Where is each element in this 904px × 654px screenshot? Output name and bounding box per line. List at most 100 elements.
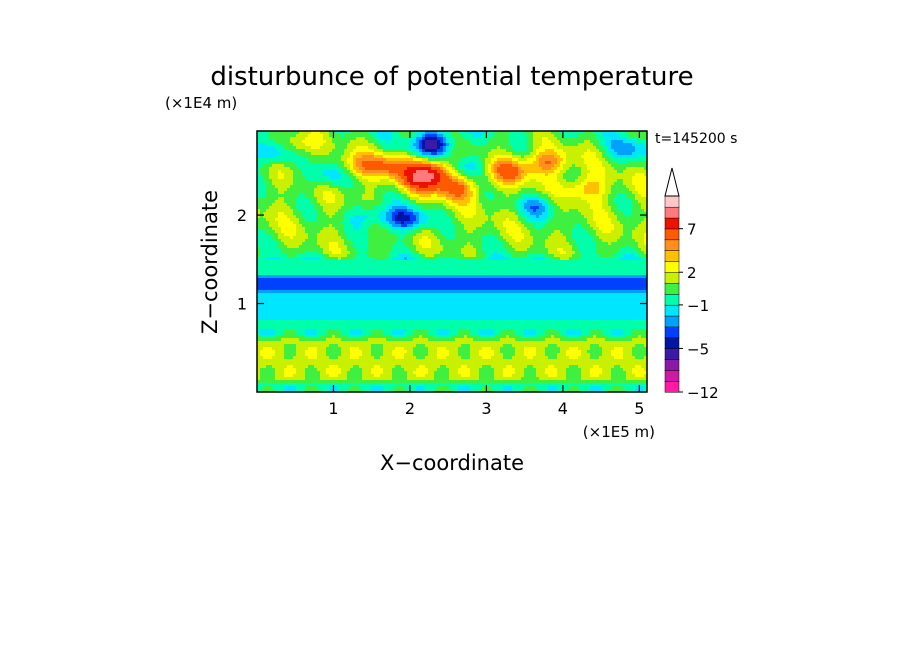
field-cell bbox=[263, 278, 267, 282]
field-cell bbox=[344, 143, 348, 147]
field-cell bbox=[326, 137, 330, 141]
field-cell bbox=[326, 224, 330, 228]
field-cell bbox=[293, 293, 297, 297]
field-cell bbox=[329, 362, 333, 366]
field-cell bbox=[416, 206, 420, 210]
field-cell bbox=[293, 200, 297, 204]
field-cell bbox=[281, 152, 285, 156]
field-cell bbox=[407, 257, 411, 261]
field-cell bbox=[416, 377, 420, 381]
field-cell bbox=[368, 257, 372, 261]
field-cell bbox=[311, 131, 315, 135]
field-cell bbox=[299, 326, 303, 330]
field-cell bbox=[341, 209, 345, 213]
field-cell bbox=[422, 245, 426, 249]
field-cell bbox=[278, 194, 282, 198]
field-cell bbox=[404, 230, 408, 234]
field-cell bbox=[395, 272, 399, 276]
field-cell bbox=[386, 185, 390, 189]
field-cell bbox=[392, 338, 396, 342]
field-cell bbox=[353, 332, 357, 336]
field-cell bbox=[356, 215, 360, 219]
field-cell bbox=[257, 350, 261, 354]
field-cell bbox=[302, 134, 306, 138]
field-cell bbox=[410, 149, 414, 153]
field-cell bbox=[314, 155, 318, 159]
field-cell bbox=[266, 251, 270, 255]
field-cell bbox=[422, 233, 426, 237]
field-cell bbox=[368, 203, 372, 207]
field-cell bbox=[329, 140, 333, 144]
field-cell bbox=[392, 386, 396, 390]
field-cell bbox=[299, 221, 303, 225]
field-cell bbox=[305, 245, 309, 249]
field-cell bbox=[404, 356, 408, 360]
field-cell bbox=[410, 272, 414, 276]
field-cell bbox=[371, 347, 375, 351]
field-cell bbox=[311, 374, 315, 378]
field-cell bbox=[287, 278, 291, 282]
field-cell bbox=[257, 182, 261, 186]
field-cell bbox=[404, 152, 408, 156]
field-cell bbox=[353, 137, 357, 141]
field-cell bbox=[314, 317, 318, 321]
field-cell bbox=[260, 206, 264, 210]
field-cell bbox=[320, 158, 324, 162]
field-cell bbox=[416, 386, 420, 390]
field-cell bbox=[293, 227, 297, 231]
field-cell bbox=[413, 131, 417, 135]
field-cell bbox=[377, 356, 381, 360]
field-cell bbox=[287, 389, 291, 393]
field-cell bbox=[416, 275, 420, 279]
field-cell bbox=[257, 245, 261, 249]
field-cell bbox=[320, 254, 324, 258]
field-cell bbox=[338, 176, 342, 180]
field-cell bbox=[281, 329, 285, 333]
field-cell bbox=[332, 296, 336, 300]
field-cell bbox=[275, 317, 279, 321]
field-cell bbox=[413, 155, 417, 159]
field-cell bbox=[278, 278, 282, 282]
field-cell bbox=[386, 227, 390, 231]
field-cell bbox=[308, 386, 312, 390]
field-cell bbox=[263, 299, 267, 303]
field-cell bbox=[419, 290, 423, 294]
field-cell bbox=[269, 221, 273, 225]
field-cell bbox=[281, 257, 285, 261]
field-cell bbox=[356, 212, 360, 216]
field-cell bbox=[257, 335, 261, 339]
field-cell bbox=[335, 365, 339, 369]
field-cell bbox=[308, 158, 312, 162]
field-cell bbox=[269, 266, 273, 270]
field-cell bbox=[323, 170, 327, 174]
field-cell bbox=[269, 341, 273, 345]
field-cell bbox=[377, 182, 381, 186]
field-cell bbox=[380, 233, 384, 237]
field-cell bbox=[257, 287, 261, 291]
field-cell bbox=[311, 284, 315, 288]
field-cell bbox=[425, 320, 429, 324]
field-cell bbox=[308, 155, 312, 159]
field-cell bbox=[344, 146, 348, 150]
field-cell bbox=[272, 200, 276, 204]
field-cell bbox=[416, 233, 420, 237]
field-cell bbox=[398, 353, 402, 357]
field-cell bbox=[335, 251, 339, 255]
field-cell bbox=[425, 272, 429, 276]
field-cell bbox=[299, 374, 303, 378]
field-cell bbox=[416, 350, 420, 354]
field-cell bbox=[419, 227, 423, 231]
field-cell bbox=[305, 323, 309, 327]
field-cell bbox=[320, 320, 324, 324]
field-cell bbox=[368, 170, 372, 174]
field-cell bbox=[263, 188, 267, 192]
field-cell bbox=[344, 389, 348, 393]
field-cell bbox=[386, 386, 390, 390]
field-cell bbox=[350, 245, 354, 249]
field-cell bbox=[395, 230, 399, 234]
field-cell bbox=[416, 353, 420, 357]
field-cell bbox=[311, 311, 315, 315]
field-cell bbox=[305, 218, 309, 222]
field-cell bbox=[374, 209, 378, 213]
field-cell bbox=[383, 353, 387, 357]
